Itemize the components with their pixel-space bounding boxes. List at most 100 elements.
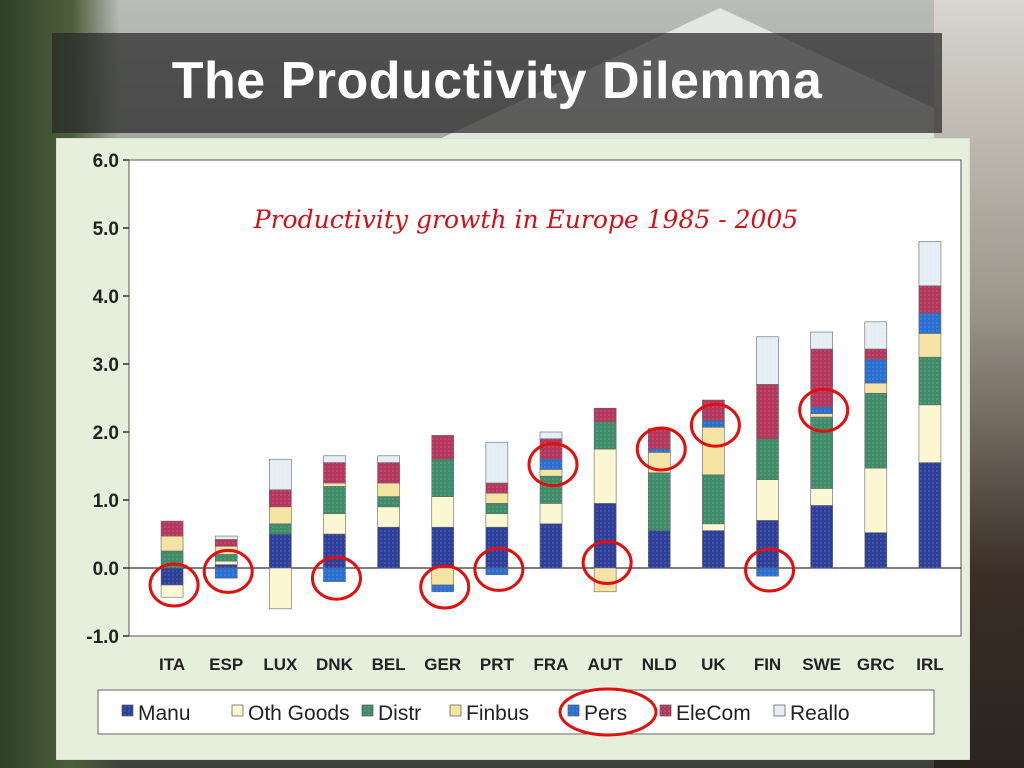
stacked-bar-chart: -1.0 0.0 1.0 2.0 3.0 4.0 5.0 6.0 ITA ESP LUX DNK BE…	[55, 137, 971, 761]
bar-segment-aut-distr	[593, 421, 617, 450]
legend-label: Manu	[138, 702, 191, 725]
bar-segment-prt-finbus	[485, 492, 509, 504]
bar-segment-lux-finbus	[269, 506, 292, 525]
bar-segment-fin-distr	[756, 438, 779, 480]
bar-segment-bel-manu	[377, 526, 400, 569]
bar-segment-swe-manu	[810, 505, 833, 569]
highlight-circle-ita	[148, 562, 200, 608]
legend-label: Finbus	[466, 702, 529, 725]
highlight-circles	[148, 387, 850, 610]
x-tick-label: ESP	[209, 655, 243, 674]
bar-segment-prt-pers	[485, 567, 509, 576]
bar-segment-irl-elecom	[918, 285, 942, 314]
x-tick-label: AUT	[588, 655, 624, 674]
x-tick-label: DNK	[316, 655, 354, 674]
y-tick-label: 0.0	[93, 559, 119, 580]
highlight-circle-fra	[527, 442, 579, 488]
bar-segment-aut-finbus	[593, 567, 617, 593]
chart-title: Productivity growth in Europe 1985 - 200…	[253, 205, 798, 234]
bar-segment-irl-finbus	[918, 333, 942, 358]
bar-segment-irl-reallo	[918, 241, 942, 287]
bar-segment-grc-oth-goods	[864, 467, 888, 533]
bar-segment-bel-reallo	[377, 455, 400, 463]
bar-segment-ger-distr	[431, 458, 455, 497]
bar-segment-dnk-finbus	[323, 482, 346, 487]
x-tick-label: BEL	[372, 655, 406, 674]
bar-segment-fin-oth-goods	[756, 479, 779, 521]
bar-segment-dnk-pers	[323, 567, 346, 582]
bar-segment-dnk-manu	[323, 533, 346, 569]
y-tick-label: -1.0	[86, 627, 119, 648]
bar-segment-nld-manu	[647, 530, 671, 569]
bar-segment-esp-oth-goods	[214, 560, 238, 565]
x-tick-label: ITA	[159, 655, 185, 674]
bar-segment-fra-oth-goods	[539, 503, 563, 525]
highlight-circle-swe	[798, 387, 850, 433]
legend-label: Pers	[584, 702, 627, 725]
bar-segment-nld-elecom	[647, 428, 671, 450]
x-tick-label: GRC	[857, 655, 895, 674]
x-tick-label: GER	[424, 655, 461, 674]
highlight-circle-ger	[419, 564, 471, 610]
bar-segment-dnk-elecom	[323, 462, 346, 484]
bar-segment-lux-reallo	[269, 458, 292, 491]
highlight-circle-esp	[202, 548, 254, 594]
y-tick-label: 1.0	[93, 491, 119, 512]
bar-segment-uk-pers	[702, 420, 725, 428]
legend-swatch-elecom	[659, 704, 672, 717]
legend-swatch-distr	[361, 704, 374, 717]
bar-segment-fra-finbus	[539, 469, 563, 477]
bar-segment-irl-manu	[918, 462, 942, 569]
bar-segment-prt-elecom	[485, 482, 509, 494]
legend-swatch-manu	[121, 704, 134, 717]
highlight-circle-aut	[581, 540, 633, 586]
y-tick-label: 3.0	[93, 355, 119, 376]
legend-label: Distr	[378, 702, 421, 725]
y-tick-label: 5.0	[93, 219, 119, 240]
legend-label: Reallo	[790, 702, 850, 725]
bar-segment-swe-finbus	[810, 413, 833, 418]
bar-segment-ita-elecom	[160, 520, 184, 537]
bar-segment-fra-reallo	[539, 431, 563, 440]
bar-segment-grc-reallo	[864, 321, 888, 350]
bar-segment-uk-distr	[702, 474, 725, 525]
bar-segment-lux-manu	[269, 533, 292, 569]
bar-segment-lux-distr	[269, 523, 292, 535]
bar-segment-bel-distr	[377, 496, 400, 508]
bar-segment-uk-finbus	[702, 426, 725, 476]
bar-segment-swe-distr	[810, 416, 833, 489]
bar-segment-ger-manu	[431, 526, 455, 569]
bar-segment-fra-distr	[539, 475, 563, 504]
bar-segment-uk-manu	[702, 530, 725, 569]
x-tick-label: IRL	[916, 655, 943, 674]
highlight-circle-uk	[689, 402, 741, 448]
bar-segment-grc-manu	[864, 532, 888, 569]
bar-segment-fin-reallo	[756, 336, 779, 385]
bar-segment-ita-oth-goods	[160, 584, 184, 598]
bar-segment-ita-manu	[160, 567, 184, 586]
chart-panel: -1.0 0.0 1.0 2.0 3.0 4.0 5.0 6.0 ITA ESP LUX DNK BE…	[55, 137, 971, 761]
y-tick-label: 6.0	[93, 151, 119, 172]
highlight-circle-legend-pers	[558, 687, 658, 737]
legend-swatch-reallo	[773, 704, 786, 717]
bar-segment-fra-pers	[539, 458, 563, 470]
bar-segment-swe-oth-goods	[810, 488, 833, 506]
bar-segment-esp-manu	[214, 564, 238, 569]
bar-segment-ita-finbus	[160, 535, 184, 552]
bar-segment-dnk-reallo	[323, 455, 346, 463]
bar-segment-fin-manu	[756, 520, 779, 569]
bar-segment-grc-pers	[864, 358, 888, 384]
bar-segment-prt-reallo	[485, 441, 509, 484]
legend-swatch-pers	[567, 704, 580, 717]
bar-segment-esp-elecom	[214, 539, 238, 547]
x-tick-label: NLD	[642, 655, 677, 674]
bar-segment-irl-oth-goods	[918, 404, 942, 463]
bar-segment-esp-pers	[214, 567, 238, 579]
x-axis: ITA ESP LUX DNK BEL GER PRT FRA AUT NLD UK FIN SWE GR…	[159, 655, 944, 674]
x-tick-label: LUX	[263, 655, 298, 674]
x-tick-label: UK	[701, 655, 726, 674]
bar-segment-fin-elecom	[756, 384, 779, 440]
bar-segment-bel-finbus	[377, 482, 400, 497]
title-band	[52, 33, 942, 133]
legend-swatch-finbus	[449, 704, 462, 717]
